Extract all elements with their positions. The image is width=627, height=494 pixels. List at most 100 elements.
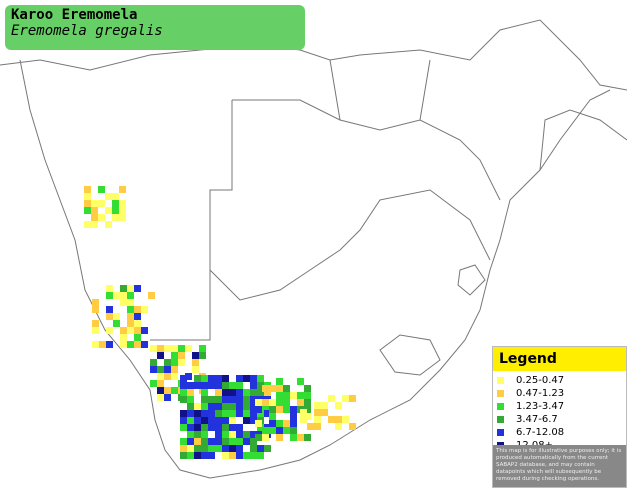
- legend-swatch: [497, 377, 504, 384]
- record-cell: [222, 396, 229, 403]
- record-cell: [229, 445, 236, 452]
- record-cell: [201, 389, 208, 396]
- record-cell: [215, 375, 222, 382]
- record-cell: [201, 375, 208, 382]
- record-cell: [164, 394, 171, 401]
- record-cell: [290, 392, 297, 399]
- record-cell: [194, 375, 201, 382]
- species-name: Karoo Eremomela: [11, 7, 138, 23]
- record-cell: [269, 427, 276, 434]
- record-cell: [290, 406, 297, 413]
- record-cell: [157, 345, 164, 352]
- coastline: [0, 19, 627, 479]
- title-box: Karoo Eremomela Eremomela gregalis: [5, 5, 305, 50]
- record-cell: [180, 445, 187, 452]
- record-cell: [208, 403, 215, 410]
- record-cell: [236, 410, 243, 417]
- record-cell: [164, 387, 171, 394]
- record-cell: [236, 382, 243, 389]
- record-cell: [127, 285, 134, 292]
- record-cell: [342, 416, 349, 423]
- record-cell: [105, 221, 112, 228]
- record-cell: [84, 186, 91, 193]
- record-cell: [349, 423, 356, 430]
- namibia-border: [150, 100, 233, 341]
- record-cell: [276, 392, 283, 399]
- record-cell: [222, 382, 229, 389]
- record-cell: [304, 434, 311, 441]
- record-cell: [304, 392, 311, 399]
- record-cell: [229, 424, 236, 431]
- record-cell: [92, 341, 99, 348]
- record-cell: [119, 214, 126, 221]
- record-cell: [250, 431, 257, 438]
- botswana-border: [209, 189, 491, 301]
- record-cell: [335, 416, 342, 423]
- record-cell: [92, 320, 99, 327]
- record-cell: [250, 445, 257, 452]
- record-cell: [264, 445, 271, 452]
- record-cell: [194, 417, 201, 424]
- north-border: [232, 99, 501, 201]
- record-cell: [243, 438, 250, 445]
- boundaries: [0, 19, 627, 479]
- record-cell: [262, 427, 269, 434]
- record-cell: [328, 395, 335, 402]
- record-cell: [255, 420, 262, 427]
- legend-item: 3.47-6.7: [497, 413, 626, 426]
- record-cell: [171, 387, 178, 394]
- record-cell: [335, 423, 342, 430]
- record-cell: [201, 417, 208, 424]
- record-cell: [297, 399, 304, 406]
- record-cell: [222, 375, 229, 382]
- record-cell: [194, 410, 201, 417]
- record-cell: [215, 417, 222, 424]
- lesotho: [379, 334, 441, 376]
- record-cell: [201, 403, 208, 410]
- legend-item: 1.23-3.47: [497, 400, 626, 413]
- record-cell: [255, 399, 262, 406]
- record-cell: [141, 306, 148, 313]
- record-cell: [164, 366, 171, 373]
- record-cell: [283, 399, 290, 406]
- record-cell: [222, 389, 229, 396]
- record-cell: [199, 352, 206, 359]
- eswatini: [457, 264, 486, 296]
- record-cell: [120, 292, 127, 299]
- legend-label: 1.23-3.47: [516, 401, 565, 412]
- record-cell: [134, 313, 141, 320]
- record-cell: [283, 420, 290, 427]
- record-cell: [164, 359, 171, 366]
- record-cell: [276, 399, 283, 406]
- record-cell: [321, 409, 328, 416]
- record-cell: [290, 413, 297, 420]
- record-cell: [187, 438, 194, 445]
- record-cell: [120, 299, 127, 306]
- record-cell: [215, 431, 222, 438]
- record-cell: [148, 292, 155, 299]
- record-cell: [276, 406, 283, 413]
- record-cell: [208, 382, 215, 389]
- record-cell: [127, 327, 134, 334]
- record-cell: [187, 452, 194, 459]
- record-cell: [229, 389, 236, 396]
- record-cell: [127, 292, 134, 299]
- record-cell: [194, 403, 201, 410]
- record-cell: [180, 438, 187, 445]
- record-cell: [192, 359, 199, 366]
- record-cell: [321, 402, 328, 409]
- record-cell: [134, 327, 141, 334]
- record-cell: [134, 285, 141, 292]
- record-cell: [178, 359, 185, 366]
- record-cell: [307, 423, 314, 430]
- record-cell: [222, 417, 229, 424]
- record-cell: [199, 345, 206, 352]
- record-cell: [257, 445, 264, 452]
- record-cell: [304, 399, 311, 406]
- record-cell: [314, 416, 321, 423]
- record-cell: [150, 345, 157, 352]
- record-cell: [157, 380, 164, 387]
- record-cell: [243, 410, 250, 417]
- record-cell: [208, 417, 215, 424]
- record-cell: [113, 320, 120, 327]
